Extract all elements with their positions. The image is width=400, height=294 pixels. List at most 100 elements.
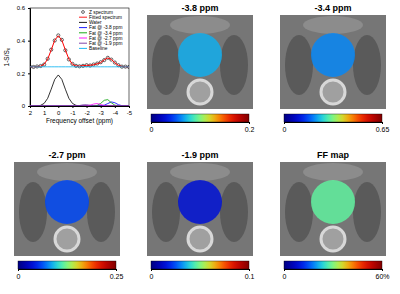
series-line — [30, 104, 129, 106]
x-axis-tick-label: -4 — [113, 110, 119, 116]
mri-tissue — [303, 163, 363, 181]
mri-background — [280, 162, 386, 256]
colorbar-axis: 00.65 — [283, 122, 390, 133]
legend-swatch — [79, 32, 87, 33]
colorbar — [151, 261, 249, 269]
y-axis-tick: 0.4 — [17, 38, 30, 44]
legend-label: Baseline — [89, 46, 108, 51]
roi-map — [311, 33, 355, 77]
y-axis-tick-label: 0 — [22, 103, 26, 109]
colorbar-axis-tick: 0.65 — [376, 122, 390, 133]
colorbar-axis-tick-mark — [284, 122, 285, 124]
x-axis-tick: -2 — [84, 106, 90, 116]
y-axis-tick-mark — [28, 73, 30, 74]
map-area — [178, 33, 222, 77]
x-axis-tick-mark — [72, 106, 73, 108]
colorbar — [284, 114, 382, 122]
colorbar-axis-line — [152, 123, 250, 125]
y-axis: 00.20.40.6 — [17, 5, 31, 109]
x-axis-tick-label: -1 — [70, 110, 76, 116]
legend: Z spectrumFitted spectrumWaterFat @ -3.8… — [79, 10, 122, 51]
colorbar-axis-tick-label: 0.65 — [376, 126, 390, 133]
x-axis-tick: -4 — [113, 106, 119, 116]
colorbar-axis: 00.2 — [150, 122, 255, 133]
colorbar-axis-tick-mark — [249, 269, 250, 271]
mri-tissue — [170, 163, 230, 181]
mri-tissue — [353, 182, 381, 242]
series-line — [30, 75, 129, 106]
mri-tissue — [170, 16, 230, 34]
colorbar-axis-tick: 0 — [283, 269, 287, 280]
colorbar-axis-line — [19, 270, 117, 272]
map-panel: -3.4 ppm00.65 — [280, 3, 389, 133]
mri-background — [14, 162, 120, 256]
mri-tissue — [353, 35, 381, 95]
colorbar-axis-tick: 0.1 — [245, 269, 255, 280]
map-title: FF map — [317, 150, 350, 160]
colorbar-axis-tick: 0.25 — [110, 269, 124, 280]
series-line — [30, 100, 129, 106]
colorbar-axis-tick-mark — [382, 122, 383, 124]
colorbar-axis-tick-mark — [151, 269, 152, 271]
y-axis-tick-label: 0.4 — [17, 38, 26, 44]
x-axis-tick: 1 — [43, 106, 47, 116]
colorbar — [151, 114, 249, 122]
legend-swatch — [79, 38, 87, 39]
series-line — [30, 102, 129, 106]
colorbar-axis-tick-label: 0.2 — [245, 126, 255, 133]
mri-rectum — [188, 227, 212, 251]
y-axis-tick-mark — [28, 106, 30, 107]
y-axis-tick-mark — [28, 41, 30, 42]
colorbar-axis-tick: 0.2 — [245, 122, 255, 133]
roi-map — [178, 180, 222, 224]
colorbar-axis-tick-label: 0 — [283, 126, 287, 133]
colorbar-axis: 0 60% — [283, 269, 390, 280]
legend-swatch — [82, 11, 85, 14]
series-line — [30, 105, 129, 106]
x-axis-tick-label: -5 — [127, 110, 133, 116]
legend-swatch — [79, 48, 87, 49]
y-axis-tick-label: 0.6 — [17, 5, 26, 11]
mri-tissue — [285, 35, 313, 95]
colorbar-axis-tick: 60% — [375, 269, 389, 280]
map-area — [311, 33, 355, 77]
mri-tissue — [37, 163, 97, 181]
x-axis-tick-mark — [115, 106, 116, 108]
colorbar-axis-tick-mark — [18, 269, 19, 271]
plot-frame — [30, 8, 129, 106]
roi-map — [178, 33, 222, 77]
colorbar-axis: 00.1 — [150, 269, 255, 280]
colorbar-axis-tick-label: 60% — [375, 273, 389, 280]
map-area — [311, 180, 355, 224]
mri-rectum — [321, 80, 345, 104]
map-panel: FF map 0 60% — [280, 150, 390, 280]
map-panel: -3.8 ppm00.2 — [147, 3, 254, 133]
colorbar-axis-tick-label: 0 — [17, 273, 21, 280]
colorbar-axis-line — [285, 270, 383, 272]
colorbar-axis-tick: 0 — [283, 122, 287, 133]
mri-background — [280, 15, 386, 109]
x-axis-tick: 0 — [57, 106, 61, 116]
colorbar-axis-tick-label: 0 — [150, 273, 154, 280]
x-axis-tick: -5 — [127, 106, 133, 116]
colorbar-axis-tick-label: 0 — [150, 126, 154, 133]
colorbar-axis-tick-mark — [116, 269, 117, 271]
spectrum-chart: 210-1-2-3-4-500.20.40.6Frequency offset … — [3, 5, 133, 125]
x-axis-tick-label: 2 — [29, 110, 33, 116]
colorbar-axis-tick-label: 0.25 — [110, 273, 124, 280]
colorbar — [18, 261, 116, 269]
x-axis-title: Frequency offset (ppm) — [46, 117, 113, 125]
map-title: -1.9 ppm — [181, 150, 218, 160]
figure: 210-1-2-3-4-500.20.40.6Frequency offset … — [0, 0, 400, 294]
mri-rectum — [55, 227, 79, 251]
colorbar-axis-tick-mark — [284, 269, 285, 271]
colorbar-axis: 00.25 — [17, 269, 124, 280]
map-panel: -2.7 ppm00.25 — [14, 150, 123, 280]
x-axis-tick-label: -2 — [84, 110, 90, 116]
y-axis-tick: 0 — [22, 103, 30, 109]
mri-tissue — [220, 35, 248, 95]
x-axis-tick-mark — [87, 106, 88, 108]
map-panel: -1.9 ppm00.1 — [147, 150, 254, 280]
legend-swatch — [79, 22, 87, 23]
colorbar-axis-tick: 0 — [150, 122, 154, 133]
